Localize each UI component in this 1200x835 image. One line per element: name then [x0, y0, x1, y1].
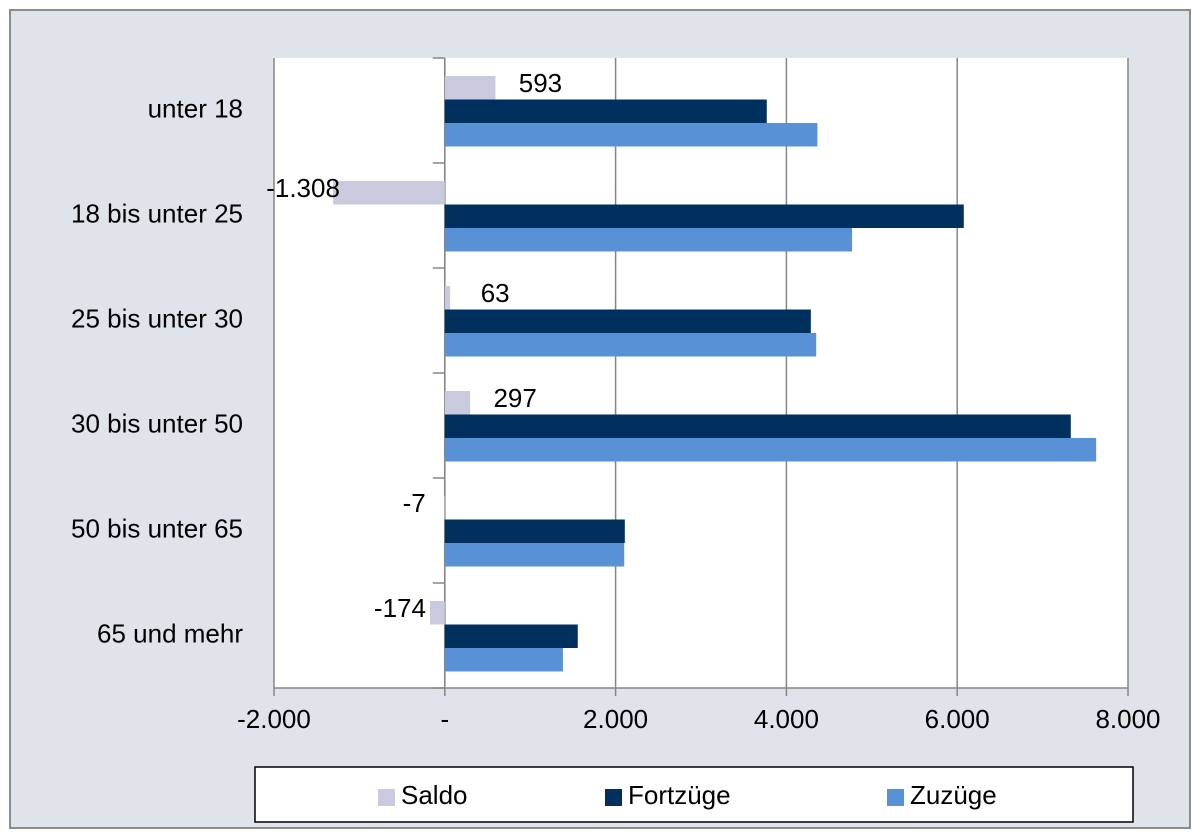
plot-area	[274, 58, 1128, 688]
y-tick-label: 50 bis unter 65	[71, 513, 243, 543]
bar	[444, 333, 817, 357]
x-tick-label: 4.000	[754, 704, 819, 734]
y-tick-label: 30 bis unter 50	[71, 408, 243, 438]
legend-swatch	[887, 789, 904, 806]
legend-label: Zuzüge	[910, 780, 997, 810]
bar	[444, 204, 964, 228]
x-tick-label: -2.000	[237, 704, 311, 734]
bar	[444, 414, 1071, 438]
bar	[333, 181, 445, 205]
bar	[444, 624, 578, 648]
bar	[444, 99, 767, 123]
y-tick-label: 18 bis unter 25	[71, 198, 243, 228]
bar	[444, 123, 818, 147]
y-tick-label: 65 und mehr	[97, 618, 243, 648]
bar	[444, 648, 563, 672]
bar	[444, 438, 1097, 462]
y-tick-label: unter 18	[148, 93, 243, 123]
bar	[444, 391, 471, 415]
bar	[444, 496, 445, 520]
bar	[444, 286, 451, 310]
bar	[429, 601, 445, 625]
y-tick-label: 25 bis unter 30	[71, 303, 243, 333]
data-label: -174	[374, 593, 426, 623]
legend	[254, 766, 1134, 823]
legend-swatch	[605, 789, 622, 806]
x-tick-label: 8.000	[1095, 704, 1160, 734]
x-tick-label: 6.000	[925, 704, 990, 734]
bar	[444, 519, 625, 543]
bar	[444, 309, 811, 333]
legend-swatch	[378, 789, 395, 806]
legend-label: Fortzüge	[628, 780, 731, 810]
data-label: 593	[519, 68, 562, 98]
bar	[444, 543, 625, 567]
x-tick-label: -	[440, 704, 449, 734]
x-tick-label: 2.000	[583, 704, 648, 734]
data-label: 63	[481, 278, 510, 308]
data-label: 297	[493, 383, 536, 413]
data-label: -7	[403, 488, 426, 518]
bar	[444, 76, 496, 100]
legend-label: Saldo	[401, 780, 468, 810]
bar	[444, 228, 853, 252]
data-label: -1.308	[266, 173, 340, 203]
